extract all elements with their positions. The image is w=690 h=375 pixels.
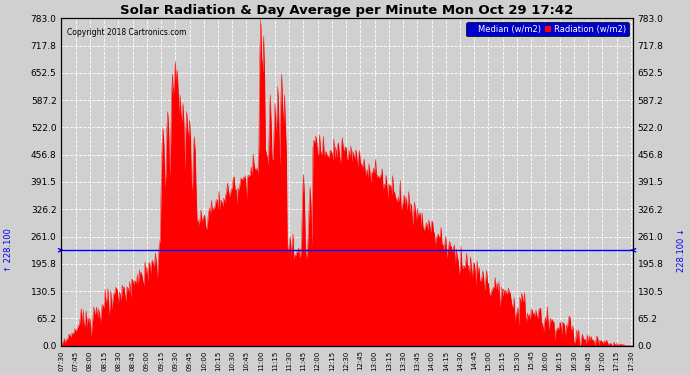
- Text: 228.100 ↓: 228.100 ↓: [677, 228, 686, 272]
- Text: ↑ 228.100: ↑ 228.100: [4, 228, 13, 272]
- Title: Solar Radiation & Day Average per Minute Mon Oct 29 17:42: Solar Radiation & Day Average per Minute…: [121, 4, 573, 17]
- Legend: Median (w/m2), Radiation (w/m2): Median (w/m2), Radiation (w/m2): [466, 22, 629, 36]
- Text: Copyright 2018 Cartronics.com: Copyright 2018 Cartronics.com: [67, 28, 186, 37]
